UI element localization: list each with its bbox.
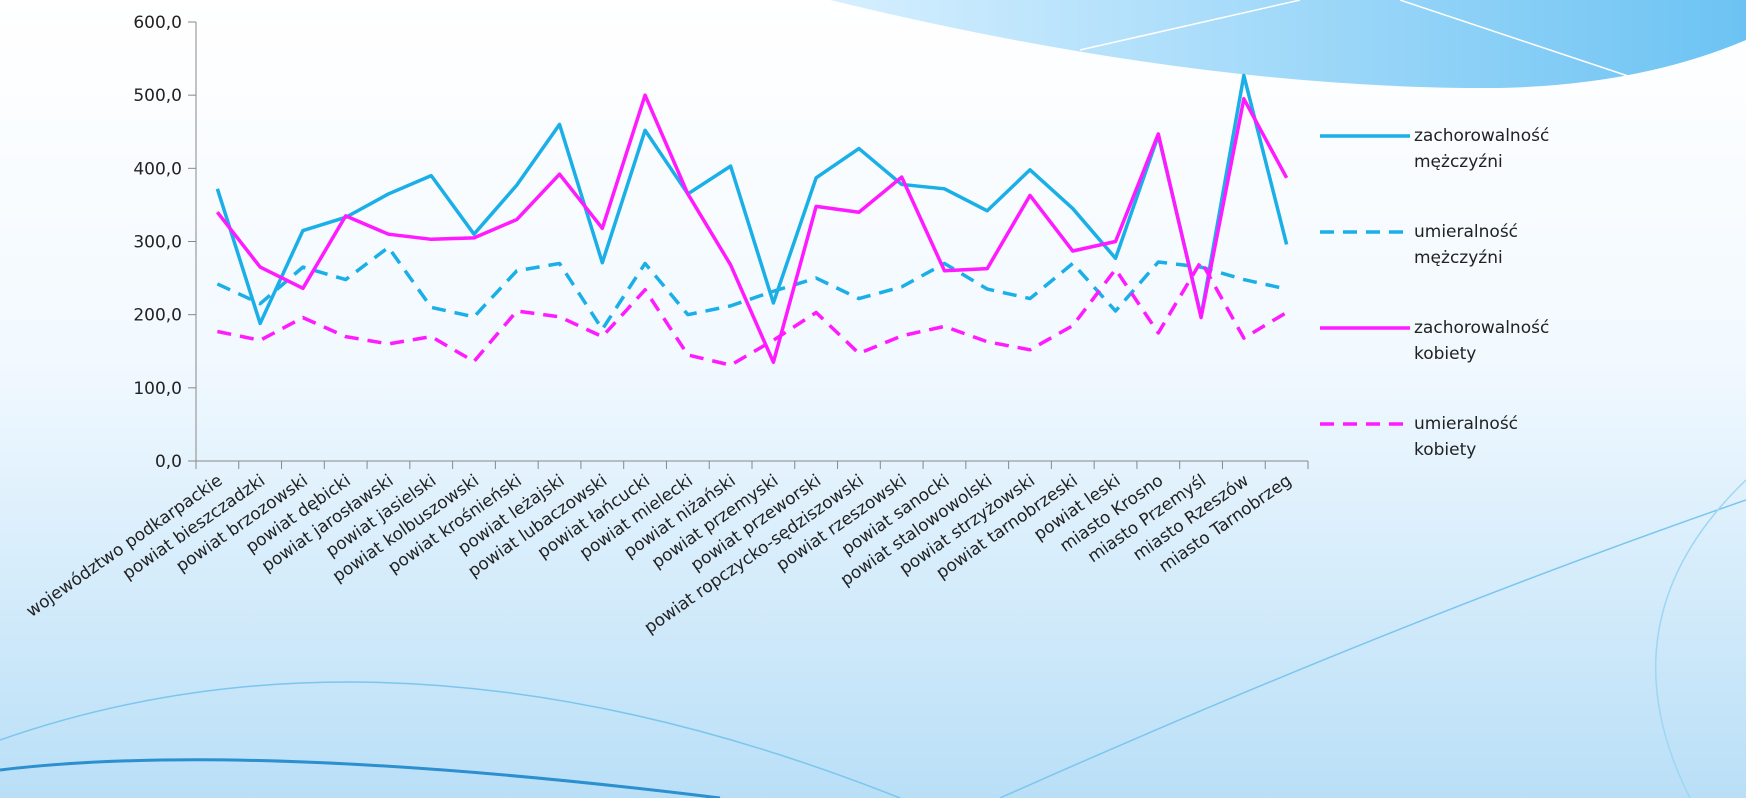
legend-label: zachorowalność kobiety: [1414, 318, 1550, 364]
legend-label: umieralność mężczyźni: [1414, 222, 1519, 268]
y-tick-label: 500,0: [133, 86, 182, 106]
series-line: [215, 73, 1289, 326]
swoosh: [830, 0, 1746, 89]
y-tick-label: 300,0: [133, 233, 182, 253]
series-line: [216, 245, 1287, 332]
swoosh-line: [1655, 479, 1746, 798]
series-line: [216, 93, 1289, 364]
y-tick-label: 100,0: [133, 379, 182, 399]
y-tick-label: 0,0: [155, 452, 182, 472]
series-line: [217, 259, 1288, 367]
swoosh-line: [0, 758, 721, 798]
swoosh-line: [0, 499, 1746, 798]
legend-label: zachorowalność mężczyźni: [1414, 126, 1550, 172]
y-tick-label: 200,0: [133, 306, 182, 326]
swoosh-line: [1079, 0, 1641, 81]
legend-label: umieralność kobiety: [1414, 414, 1519, 460]
y-tick-label: 400,0: [133, 159, 182, 179]
y-tick-label: 600,0: [133, 13, 182, 33]
